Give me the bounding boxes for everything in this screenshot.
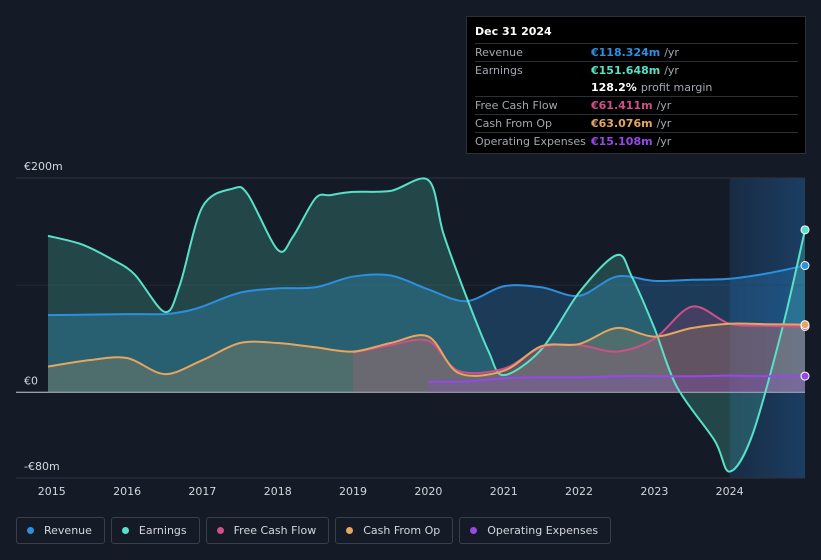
legend-dot-icon: [470, 527, 478, 534]
series-end-point-revenue: [800, 261, 810, 271]
tooltip-row: Revenue €118.324m/yr: [475, 43, 798, 61]
y-tick-label: -€80m: [24, 460, 60, 473]
x-tick-label: 2024: [716, 485, 744, 498]
legend-label: Operating Expenses: [487, 524, 599, 537]
tooltip-row-label: Revenue: [475, 46, 523, 59]
tooltip-row: Operating Expenses €15.108m/yr: [475, 132, 798, 150]
legend-dot-icon: [121, 527, 129, 534]
series-area-cash-from-op: [48, 323, 805, 393]
series-line-cash-from-op: [47, 322, 806, 377]
tooltip-row: Earnings €151.648m/yr: [475, 61, 798, 79]
legend-label: Revenue: [44, 524, 92, 537]
tooltip-row-value: €15.108m: [591, 135, 653, 148]
series-end-point-operating-expenses: [800, 371, 810, 381]
legend-dot-icon: [216, 527, 224, 534]
series-end-point-cash-from-op: [800, 320, 810, 330]
legend-item-revenue[interactable]: Revenue: [16, 517, 105, 544]
tooltip-row-value: €118.324m: [591, 46, 661, 59]
legend-item-cash-from-op[interactable]: Cash From Op: [335, 517, 454, 544]
tooltip-row-value: €61.411m: [591, 99, 653, 112]
series-line-revenue: [47, 264, 806, 317]
tooltip-row-unit: /yr: [656, 135, 672, 148]
y-tick-label: €200m: [24, 160, 63, 173]
y-tick-label: €0: [24, 374, 38, 387]
tooltip-row-unit: /yr: [664, 64, 679, 77]
series-end-point-earnings: [800, 225, 810, 235]
tooltip-row-unit: /yr: [656, 117, 672, 130]
legend-label: Free Cash Flow: [233, 524, 317, 537]
tooltip-row-value: 128.2%: [591, 81, 637, 94]
x-tick-label: 2023: [640, 485, 668, 498]
tooltip-date: Dec 31 2024: [475, 25, 552, 38]
tooltip-row-label: Free Cash Flow: [475, 99, 558, 112]
series-area-operating-expenses: [428, 375, 805, 393]
tooltip-row-unit: /yr: [656, 99, 672, 112]
x-tick-label: 2015: [38, 485, 66, 498]
series-area-revenue: [48, 265, 805, 393]
tooltip-row-value: €151.648m: [591, 64, 661, 77]
x-tick-label: 2022: [565, 485, 593, 498]
series-line-operating-expenses: [428, 374, 806, 383]
x-tick-label: 2017: [188, 485, 216, 498]
legend-dot-icon: [346, 527, 354, 534]
x-tick-label: 2021: [490, 485, 518, 498]
legend: Revenue Earnings Free Cash Flow Cash From O…: [16, 517, 612, 544]
legend-label: Earnings: [138, 524, 187, 537]
tooltip-row-label: Cash From Op: [475, 117, 553, 130]
legend-dot-icon: [27, 527, 34, 534]
legend-label: Cash From Op: [363, 524, 441, 537]
tooltip-row-unit: /yr: [664, 46, 679, 59]
tooltip-row-unit: profit margin: [640, 81, 713, 94]
series-line-earnings: [47, 177, 806, 473]
legend-item-operating-expenses[interactable]: Operating Expenses: [459, 517, 612, 544]
x-tick-label: 2020: [414, 485, 442, 498]
tooltip-row: Cash From Op €63.076m/yr: [475, 114, 798, 132]
series-area-earnings: [48, 178, 805, 472]
x-tick-label: 2016: [113, 485, 141, 498]
legend-item-free-cash-flow[interactable]: Free Cash Flow: [205, 517, 330, 544]
tooltip-row-label: Operating Expenses: [475, 135, 586, 148]
tooltip-row: 128.2% profit margin: [475, 79, 798, 96]
tooltip-panel: Dec 31 2024 Revenue €118.324m/yr Earnings €…: [466, 16, 806, 154]
x-tick-label: 2018: [264, 485, 292, 498]
highlight-region: [729, 178, 805, 478]
legend-item-earnings[interactable]: Earnings: [110, 517, 200, 544]
tooltip-row-label: Earnings: [475, 64, 523, 77]
tooltip-row-value: €63.076m: [591, 117, 653, 130]
tooltip-row: Free Cash Flow €61.411m/yr: [475, 96, 798, 114]
x-tick-label: 2019: [339, 485, 367, 498]
